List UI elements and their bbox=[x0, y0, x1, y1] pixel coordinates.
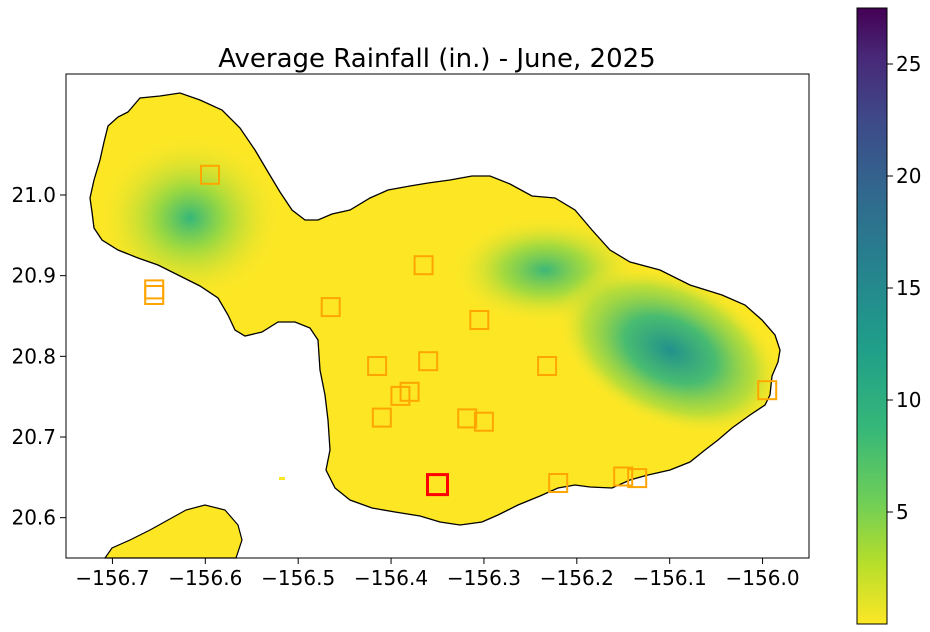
colorbar-ticks: 5 10 15 20 25 bbox=[887, 52, 921, 524]
x-tick-label: −156.3 bbox=[447, 566, 521, 590]
x-tick-label: −156.4 bbox=[354, 566, 428, 590]
station-marker bbox=[548, 473, 569, 493]
selected-station-marker bbox=[426, 473, 449, 497]
station-marker bbox=[757, 380, 778, 401]
station-marker bbox=[473, 411, 494, 432]
station-marker bbox=[413, 255, 434, 276]
y-tick-label: 21.0 bbox=[11, 183, 56, 207]
y-tick-label: 20.9 bbox=[11, 264, 56, 288]
x-tick-label: −156.5 bbox=[261, 566, 335, 590]
station-marker bbox=[367, 356, 388, 376]
station-marker bbox=[371, 407, 392, 428]
molokini-islet bbox=[279, 477, 285, 480]
map-title: Average Rainfall (in.) - June, 2025 bbox=[218, 44, 655, 74]
station-marker bbox=[613, 466, 634, 487]
station-marker bbox=[390, 385, 411, 406]
x-tick-label: −156.2 bbox=[540, 566, 614, 590]
x-tick-label: −156.1 bbox=[633, 566, 707, 590]
station-marker bbox=[320, 297, 341, 318]
station-marker bbox=[537, 356, 558, 376]
x-tick-label: −156.7 bbox=[75, 566, 149, 590]
x-axis-ticks: −156.7 −156.6 −156.5 −156.4 −156.3 −156.2 −156… bbox=[75, 558, 800, 590]
y-tick-label: 20.8 bbox=[11, 344, 56, 368]
station-marker bbox=[627, 468, 648, 489]
y-axis-ticks: 20.6 20.7 20.8 20.9 21.0 bbox=[11, 183, 66, 530]
colorbar-tick-label: 25 bbox=[896, 52, 921, 76]
station-markers bbox=[144, 164, 778, 497]
y-tick-label: 20.7 bbox=[11, 425, 56, 449]
station-marker bbox=[418, 351, 439, 372]
colorbar-tick-label: 5 bbox=[896, 500, 909, 524]
colorbar bbox=[856, 7, 888, 625]
station-marker bbox=[144, 285, 165, 305]
kahoolawe-island bbox=[103, 504, 243, 559]
rainfall-maximum-east bbox=[556, 265, 780, 435]
y-tick-label: 20.6 bbox=[11, 506, 56, 530]
colorbar-tick-label: 20 bbox=[896, 164, 921, 188]
station-marker bbox=[457, 408, 478, 429]
station-marker bbox=[200, 164, 220, 185]
colorbar-tick-label: 15 bbox=[896, 276, 921, 300]
station-marker bbox=[469, 310, 490, 330]
x-tick-label: −156.0 bbox=[726, 566, 800, 590]
colorbar-tick-label: 10 bbox=[896, 388, 921, 412]
x-tick-label: −156.6 bbox=[168, 566, 242, 590]
